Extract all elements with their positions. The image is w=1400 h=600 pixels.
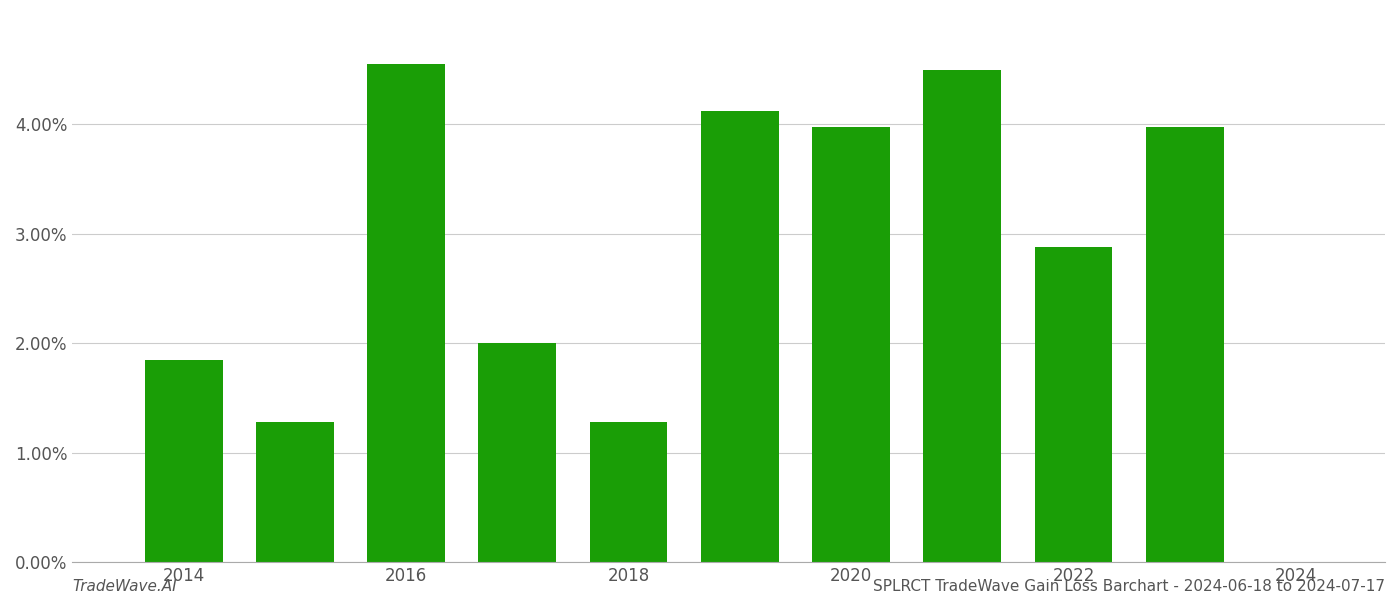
Bar	[256, 422, 333, 562]
Text: SPLRCT TradeWave Gain Loss Barchart - 2024-06-18 to 2024-07-17: SPLRCT TradeWave Gain Loss Barchart - 20…	[874, 579, 1385, 594]
Bar	[924, 70, 1001, 562]
Bar	[144, 359, 223, 562]
Bar	[589, 422, 668, 562]
Bar	[479, 343, 556, 562]
Bar	[1035, 247, 1113, 562]
Bar	[1145, 127, 1224, 562]
Bar	[367, 64, 445, 562]
Bar	[812, 127, 890, 562]
Text: TradeWave.AI: TradeWave.AI	[73, 579, 176, 594]
Bar	[701, 111, 778, 562]
